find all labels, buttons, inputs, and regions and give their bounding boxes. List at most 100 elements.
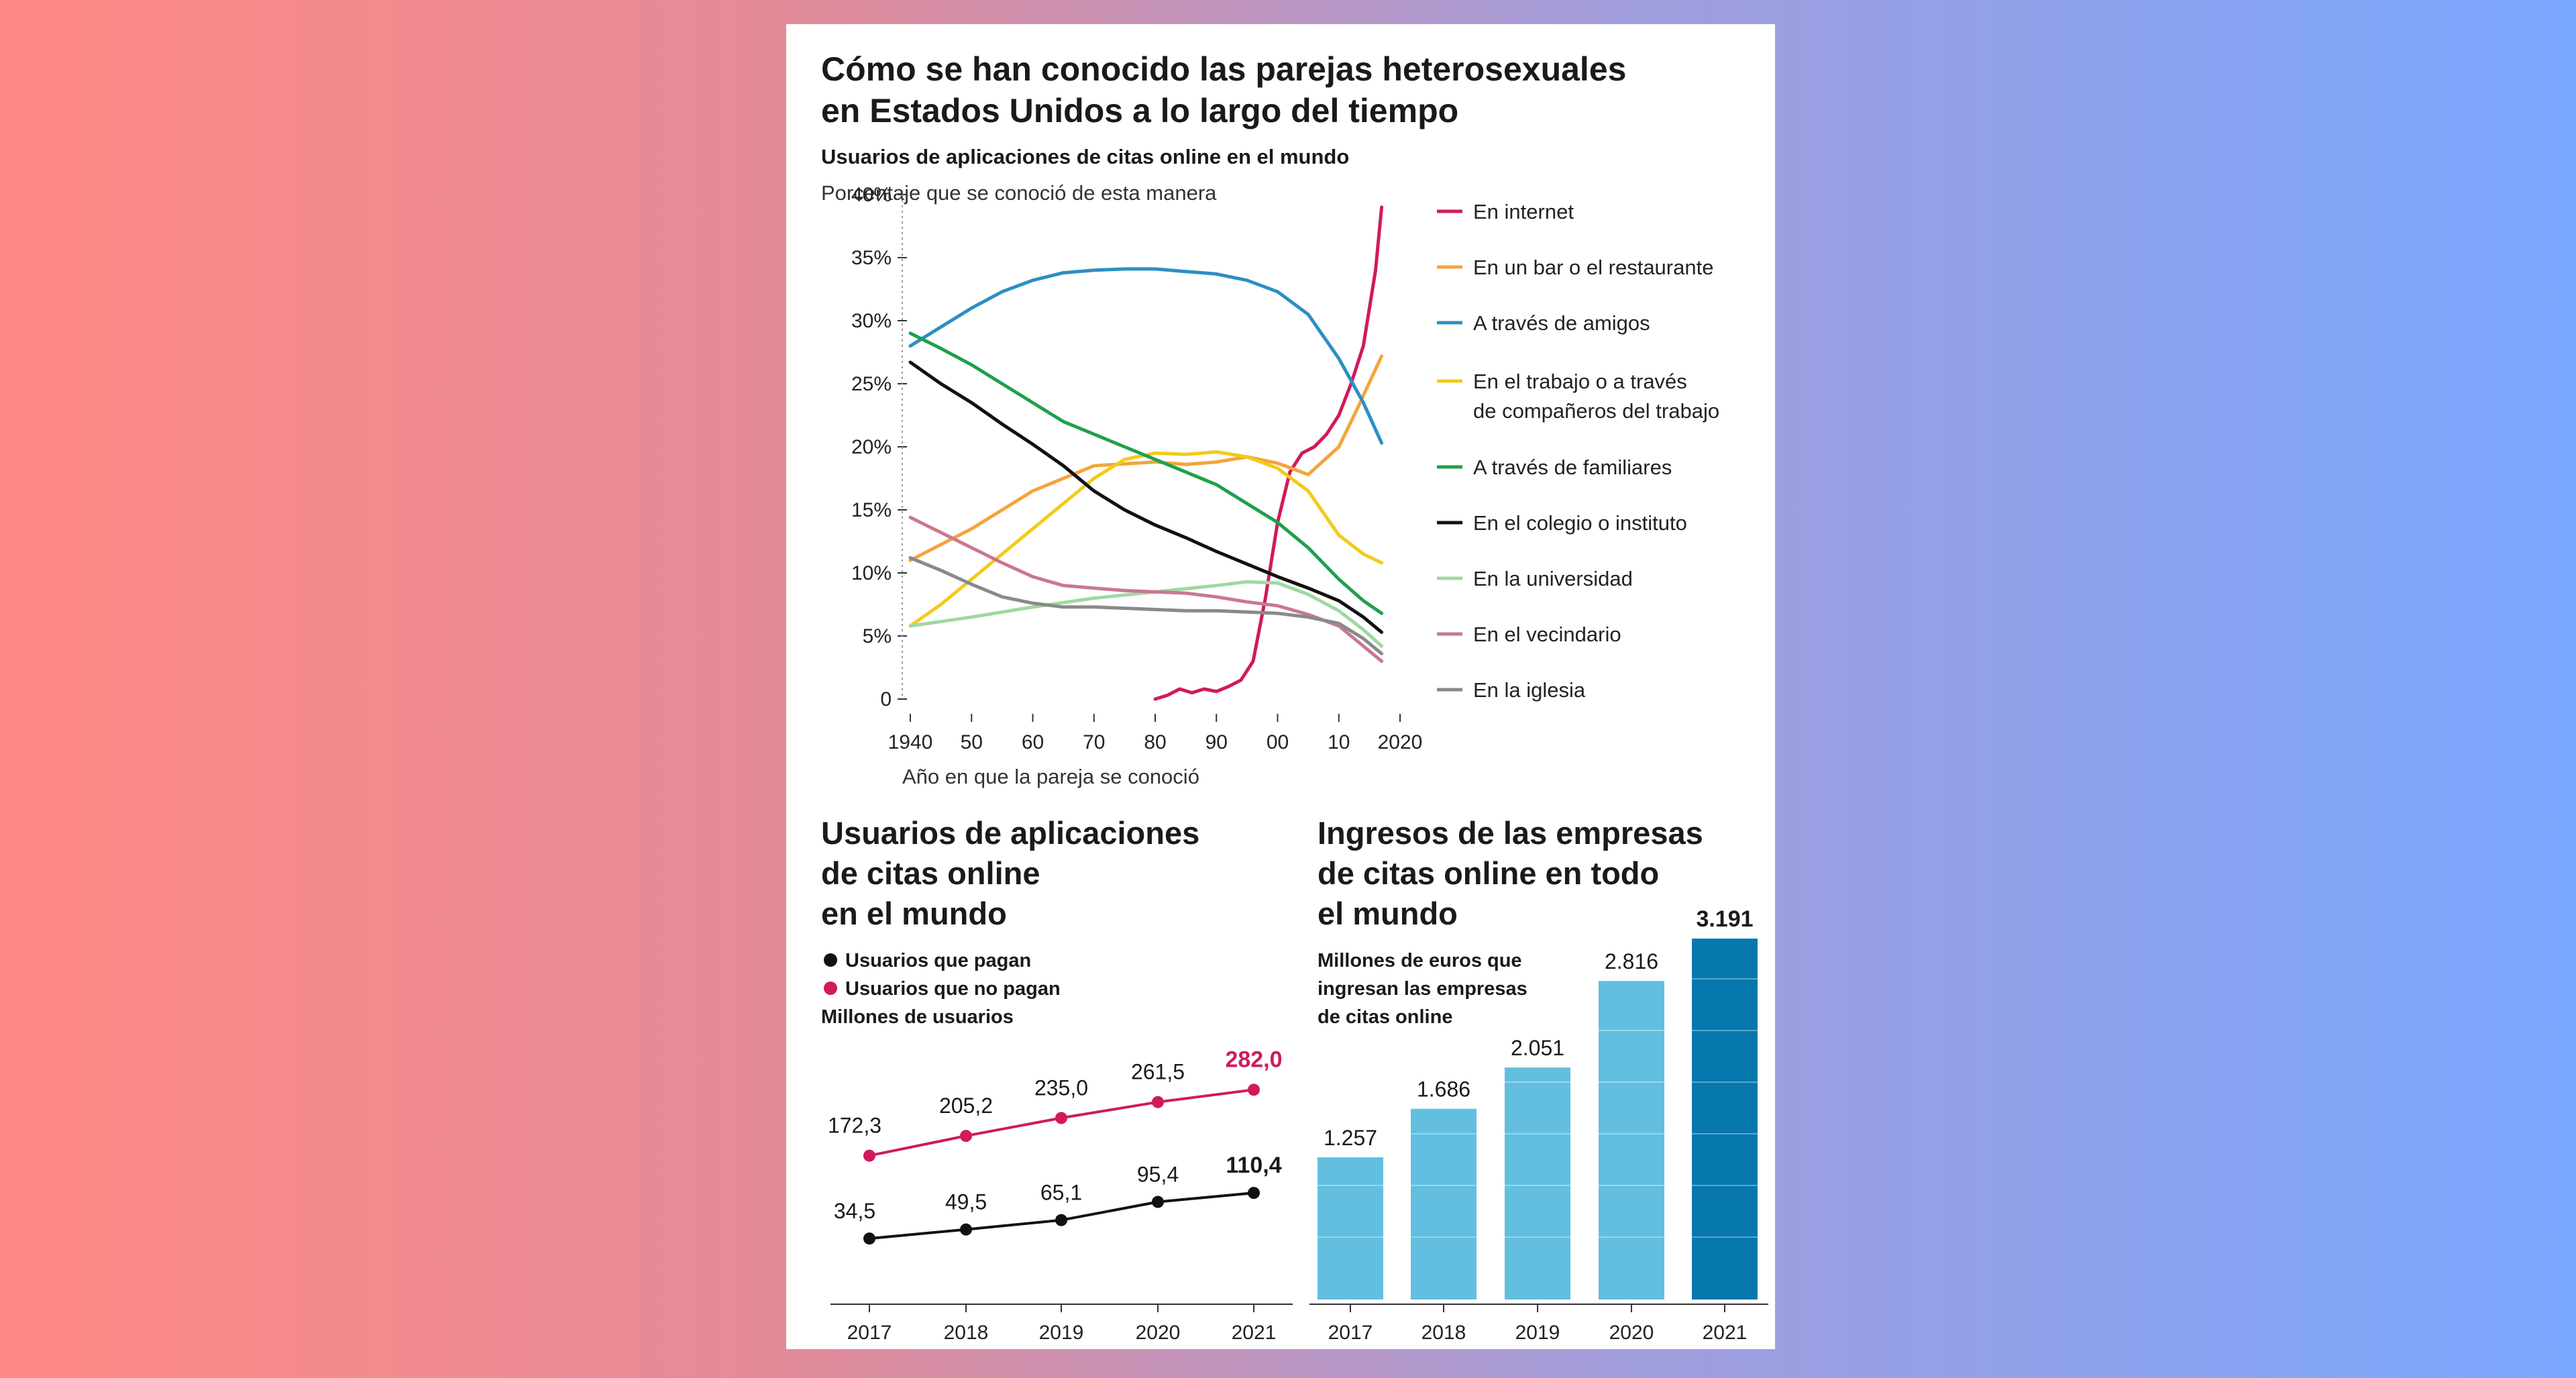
legend-label: A través de amigos xyxy=(1473,311,1650,335)
x-tick-label: 60 xyxy=(1022,731,1044,753)
data-point xyxy=(1055,1214,1067,1226)
series-line xyxy=(908,331,1384,615)
data-label: 65,1 xyxy=(1040,1181,1082,1205)
legend-label: En internet xyxy=(1473,200,1574,223)
legend-label: En la universidad xyxy=(1473,567,1633,590)
data-label: 172,3 xyxy=(828,1114,881,1138)
infographic-svg: Cómo se han conocido las parejas heteros… xyxy=(821,50,1768,1344)
data-point xyxy=(1152,1096,1164,1108)
series-line xyxy=(908,450,1384,628)
data-point xyxy=(960,1130,972,1143)
x-tick-label: 2020 xyxy=(1609,1322,1654,1344)
x-tick-label: 90 xyxy=(1205,731,1228,753)
y-tick-label: 35% xyxy=(851,247,892,269)
title-line-2: en Estados Unidos a lo largo del tiempo xyxy=(821,92,1458,129)
data-label: 235,0 xyxy=(1034,1075,1088,1100)
data-label: 110,4 xyxy=(1226,1153,1281,1178)
x-tick-label: 50 xyxy=(961,731,983,753)
infographic-card: Cómo se han conocido las parejas heteros… xyxy=(786,24,1775,1349)
legend-label: Usuarios que no pagan xyxy=(845,978,1061,1000)
x-tick-label: 2020 xyxy=(1378,731,1423,753)
revenue-title-line: de citas online en todo xyxy=(1318,855,1659,891)
y-tick-label: 0 xyxy=(880,688,892,710)
y-axis-label: de citas online xyxy=(1318,1006,1452,1028)
bar xyxy=(1692,939,1758,1300)
x-tick-label: 70 xyxy=(1083,731,1105,753)
bar xyxy=(1505,1067,1570,1300)
bar xyxy=(1411,1108,1477,1300)
y-axis-label: Porcentaje que se conoció de esta manera xyxy=(821,181,1217,205)
users-title-line: de citas online xyxy=(821,855,1040,891)
x-tick-label: 2019 xyxy=(1515,1322,1560,1344)
x-tick-label: 80 xyxy=(1144,731,1166,753)
series-line xyxy=(908,580,1384,648)
users-title-line: en el mundo xyxy=(821,896,1007,931)
revenue-chart-title: Ingresos de las empresas de citas online … xyxy=(1318,815,1703,931)
x-tick-label: 2020 xyxy=(1136,1322,1181,1344)
legend-label: En un bar o el restaurante xyxy=(1473,256,1713,279)
series-line xyxy=(908,354,1384,562)
users-chart-title: Usuarios de aplicaciones de citas online e… xyxy=(821,815,1199,931)
data-label: 49,5 xyxy=(945,1190,987,1214)
y-tick-label: 40% xyxy=(851,184,892,206)
x-tick-label: 2017 xyxy=(847,1322,892,1344)
x-axis-label: Año en que la pareja se conoció xyxy=(902,765,1199,788)
users-chart: Usuarios que pagan Usuarios que no pagan M… xyxy=(821,950,1293,1344)
y-tick-label: 5% xyxy=(863,625,892,647)
data-label: 95,4 xyxy=(1137,1163,1179,1187)
x-tick-label: 2017 xyxy=(1328,1322,1373,1344)
data-point xyxy=(1248,1083,1260,1096)
revenue-title-line: Ingresos de las empresas xyxy=(1318,815,1703,851)
legend-label: En la iglesia xyxy=(1473,678,1586,702)
data-point xyxy=(863,1149,875,1162)
y-axis-label: Millones de usuarios xyxy=(821,1006,1014,1028)
legend: En internet En un bar o el restaurante A t… xyxy=(1437,200,1719,702)
y-tick-label: 15% xyxy=(851,499,892,521)
data-point xyxy=(960,1223,972,1236)
bar-value-label: 1.257 xyxy=(1324,1126,1377,1150)
x-tick-label: 10 xyxy=(1328,731,1350,753)
y-axis-label: Millones de euros que xyxy=(1318,950,1522,971)
x-tick-label: 2018 xyxy=(1421,1322,1466,1344)
legend-label: A través de familiares xyxy=(1473,456,1672,479)
legend-label: de compañeros del trabajo xyxy=(1473,399,1719,423)
legend-label: En el colegio o instituto xyxy=(1473,511,1687,535)
x-tick-label: 2021 xyxy=(1232,1322,1277,1344)
data-label: 205,2 xyxy=(939,1094,993,1118)
data-point xyxy=(1055,1112,1067,1124)
series-line xyxy=(1153,205,1384,701)
revenue-title-line: el mundo xyxy=(1318,896,1458,931)
revenue-chart: Millones de euros que ingresan las empres… xyxy=(1309,906,1768,1344)
data-point xyxy=(863,1232,875,1245)
x-tick-label: 2018 xyxy=(944,1322,989,1344)
data-label: 261,5 xyxy=(1131,1060,1185,1084)
legend-dot xyxy=(824,953,837,967)
y-tick-label: 30% xyxy=(851,310,892,332)
legend-label: Usuarios que pagan xyxy=(845,950,1031,971)
y-tick-label: 10% xyxy=(851,562,892,584)
users-title-line: Usuarios de aplicaciones xyxy=(821,815,1199,851)
y-tick-label: 25% xyxy=(851,373,892,395)
y-axis-label: ingresan las empresas xyxy=(1318,978,1527,1000)
bar-value-label: 1.686 xyxy=(1417,1077,1470,1102)
data-label: 282,0 xyxy=(1225,1047,1282,1072)
series-line xyxy=(908,555,1384,655)
bar-value-label: 2.051 xyxy=(1511,1036,1564,1060)
data-point xyxy=(1248,1187,1260,1200)
x-tick-label: 00 xyxy=(1267,731,1289,753)
x-tick-label: 2021 xyxy=(1703,1322,1748,1344)
legend-dot xyxy=(824,982,837,995)
bar-value-label: 3.191 xyxy=(1696,906,1753,932)
data-label: 34,5 xyxy=(834,1199,875,1223)
line-chart: 40% 35% 30% 25% 20% 15% 10% 5% 0 1940 50 60 70 80 90 00… xyxy=(851,184,1422,788)
bar xyxy=(1599,981,1664,1300)
y-tick-label: 20% xyxy=(851,436,892,458)
bar xyxy=(1318,1157,1383,1300)
bar-value-label: 2.816 xyxy=(1605,949,1658,973)
x-tick-label: 2019 xyxy=(1039,1322,1084,1344)
legend-label: En el vecindario xyxy=(1473,623,1621,646)
title-line-1: Cómo se han conocido las parejas heteros… xyxy=(821,50,1626,88)
x-tick-label: 1940 xyxy=(888,731,933,753)
subtitle-bold: Usuarios de aplicaciones de citas online… xyxy=(821,145,1349,168)
series-line xyxy=(908,267,1384,445)
